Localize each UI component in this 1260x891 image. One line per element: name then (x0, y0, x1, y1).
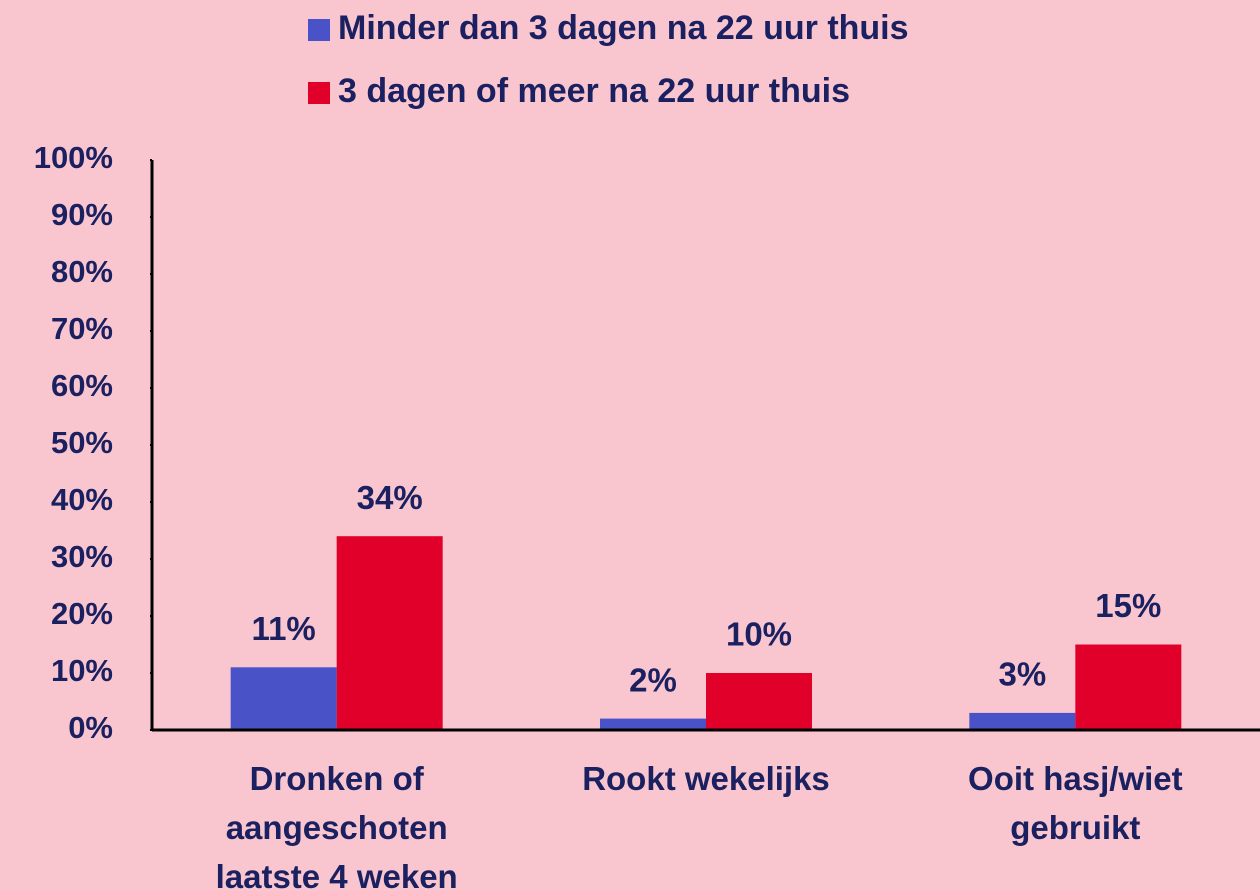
data-label: 15% (1095, 587, 1161, 624)
legend-swatch (308, 82, 330, 104)
y-tick-label: 0% (68, 710, 113, 745)
y-tick-label: 40% (51, 482, 113, 517)
x-tick-label: Dronken of aangeschoten laatste 4 weken (215, 760, 458, 891)
y-tick-label: 50% (51, 425, 113, 460)
bar (336, 536, 443, 730)
x-tick-label: Ooit hasj/wiet gebruikt (968, 760, 1183, 846)
bar (1075, 644, 1182, 730)
data-label: 2% (629, 661, 677, 698)
y-tick-label: 30% (51, 539, 113, 574)
y-tick-label: 10% (51, 653, 113, 688)
data-label: 34% (357, 479, 423, 516)
y-tick-label: 80% (51, 254, 113, 289)
bar (706, 673, 812, 730)
y-tick-label: 60% (51, 368, 113, 403)
legend-label: 3 dagen of meer na 22 uur thuis (338, 72, 850, 110)
bar (969, 712, 1076, 730)
data-label: 3% (998, 656, 1046, 693)
y-tick-label: 70% (51, 311, 113, 346)
x-tick-label: Rookt wekelijks (582, 760, 830, 797)
bar (230, 667, 337, 730)
bar (600, 718, 706, 730)
y-tick-label: 100% (34, 140, 113, 175)
legend-swatch (308, 19, 330, 41)
data-label: 11% (252, 610, 316, 647)
legend-label: Minder dan 3 dagen na 22 uur thuis (338, 9, 909, 47)
data-label: 10% (726, 616, 792, 653)
y-tick-label: 20% (51, 596, 113, 631)
y-tick-label: 90% (51, 197, 113, 232)
